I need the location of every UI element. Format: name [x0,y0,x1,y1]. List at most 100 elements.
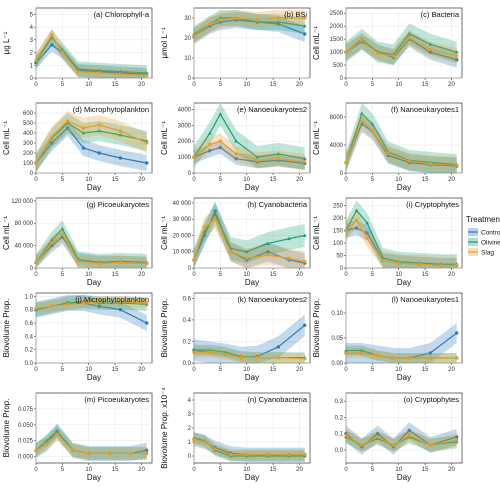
x-tick-label: 10 [85,177,92,183]
point-slag [60,232,64,236]
y-tick-label: 0.05 [331,336,343,342]
point-slag [344,433,348,437]
x-tick-label: 15 [270,82,277,88]
panel-title: (b) BSi [284,10,307,19]
x-tick-label: 5 [61,82,65,88]
point-slag [355,219,359,222]
y-tick-label: 0.10 [331,311,343,317]
point-slag [365,236,369,240]
x-tick-label: 20 [138,82,145,88]
y-tick-label: 4 [188,398,192,404]
point-slag [428,356,432,360]
point-slag [370,129,374,133]
point-olivine [302,233,307,237]
point-slag [118,260,122,264]
point-control [118,156,123,160]
y-tick-label: 4 [30,25,34,31]
point-slag [97,300,101,304]
point-slag [50,304,54,308]
legend-label-slag: Slag [481,250,494,257]
point-slag [455,54,459,58]
panel-3: 0 500 1000 1500 2000 2500 0 5 10 15 20 (c) Bacteria… [312,7,463,88]
plot-area [193,292,311,364]
point-control [455,435,459,439]
x-tick-label: 5 [219,82,223,88]
x-tick-label: 5 [61,272,65,278]
point-slag [118,72,122,76]
point-olivine [428,42,433,46]
band-slag [36,111,147,173]
point-slag [81,126,85,130]
x-tick-label: 10 [243,177,250,183]
y-axis-label: Biovolume Prop. x10⁻⁴ [160,387,169,469]
y-tick-label: 0 [340,266,344,272]
y-tick-label: 0.0 [335,448,344,454]
y-tick-label: 400 [23,131,34,137]
y-tick-label: 80 000 [15,221,34,227]
y-tick-label: 1000 [330,50,344,56]
line-slag [35,433,147,455]
point-slag [218,18,222,22]
line-control [193,209,305,264]
x-tick-label: 20 [448,272,455,278]
point-slag [50,33,54,37]
point-slag [66,302,70,306]
panel-title: (e) Nanoeukaryotes2 [237,105,307,114]
point-olivine [302,156,307,161]
point-slag [303,160,307,164]
point-olivine [370,122,375,126]
x-tick-label: 15 [112,467,119,473]
y-tick-label: 4000 [330,143,344,149]
point-slag [34,306,38,310]
band-control [36,38,147,78]
x-tick-label: 15 [270,467,277,473]
x-tick-label: 15 [422,467,429,473]
point-slag [303,453,307,457]
point-slag [303,259,307,263]
point-slag [391,356,395,360]
point-olivine [60,226,65,231]
y-tick-label: 0 [30,171,34,177]
x-tick-label: 20 [296,82,303,88]
x-axis-label: Day [87,373,101,382]
y-tick-label: 4000 [178,107,192,113]
x-axis-label: Day [245,278,259,287]
x-tick-label: 20 [296,367,303,373]
point-slag [108,451,112,455]
y-tick-label: 250 [333,204,344,210]
y-axis-label: Cell mL⁻¹ [160,216,169,250]
point-control [375,431,380,436]
point-slag [234,16,238,20]
point-slag [276,16,280,20]
panel-title: (g) Picoeukaryotes [86,200,149,209]
x-tick-label: 10 [395,367,402,373]
point-slag [239,356,243,360]
band-olivine [36,29,147,78]
point-slag [129,451,133,455]
point-slag [145,301,149,305]
x-tick-label: 5 [219,467,223,473]
y-tick-label: 0.1 [335,432,344,438]
band-control [346,220,457,268]
line-slag [345,219,457,267]
x-tick-label: 10 [243,467,250,473]
point-control [145,161,149,165]
point-control [266,250,270,254]
panel-title: (c) Bacteria [421,10,460,19]
panel-title: (n) Cyanobacteria [247,395,307,404]
band-slag [346,112,457,173]
point-control [118,307,123,312]
point-slag [303,357,307,361]
point-slag [60,51,64,55]
y-tick-label: 0 [188,266,192,272]
point-olivine [55,429,59,433]
point-slag [192,34,196,38]
x-axis-label: Day [245,183,259,192]
point-olivine [359,348,364,352]
x-tick-label: 0 [344,367,348,373]
point-slag [266,453,270,457]
y-tick-label: 2000 [330,24,344,30]
x-tick-label: 0 [344,272,348,278]
point-slag [34,58,38,62]
